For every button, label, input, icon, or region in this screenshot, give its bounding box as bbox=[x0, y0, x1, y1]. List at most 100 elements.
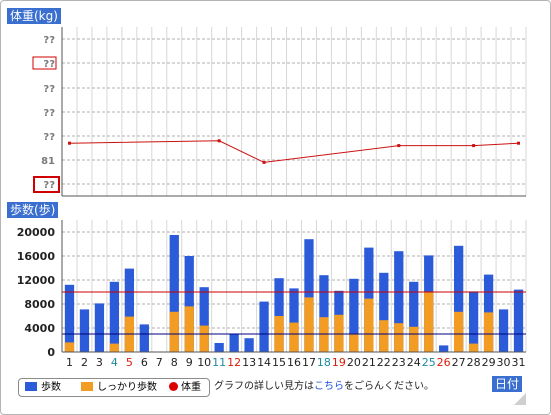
brisk-steps-bar bbox=[199, 325, 209, 352]
x-tick-label: 23 bbox=[392, 356, 406, 369]
steps-bar bbox=[349, 278, 359, 352]
steps-bar bbox=[79, 309, 90, 352]
x-tick-label: 25 bbox=[422, 356, 436, 369]
brisk-steps-bar bbox=[289, 322, 299, 352]
x-tick-label: 24 bbox=[407, 356, 421, 369]
x-tick-label: 27 bbox=[452, 356, 466, 369]
x-tick-label: 19 bbox=[332, 356, 346, 369]
steps-y-tick-label: 20000 bbox=[17, 226, 56, 239]
legend-item-weight: 体重 bbox=[169, 379, 201, 396]
brisk-steps-bar bbox=[319, 317, 329, 352]
steps-bar bbox=[513, 289, 524, 352]
steps-bar bbox=[304, 239, 314, 352]
page-curl-icon bbox=[514, 393, 526, 405]
steps-bar bbox=[139, 324, 149, 352]
x-tick-label: 28 bbox=[467, 356, 481, 369]
steps-y-tick-label: 4000 bbox=[24, 322, 55, 335]
weight-y-tick-label: ?? bbox=[43, 180, 55, 191]
help-link[interactable]: こちら bbox=[314, 381, 344, 392]
steps-bar bbox=[64, 284, 75, 352]
x-axis-title: 日付 bbox=[492, 376, 523, 392]
legend-label-steps: 歩数 bbox=[41, 382, 61, 393]
brisk-steps-bar bbox=[184, 306, 194, 352]
x-tick-label: 29 bbox=[482, 356, 496, 369]
weight-y-tick-label: 81 bbox=[41, 156, 55, 167]
weight-data-point bbox=[67, 141, 71, 145]
brisk-steps-bar bbox=[169, 311, 179, 352]
x-tick-label: 15 bbox=[272, 356, 286, 369]
x-tick-label: 14 bbox=[257, 356, 271, 369]
weight-data-point bbox=[217, 139, 221, 143]
x-tick-label: 13 bbox=[242, 356, 256, 369]
steps-bar bbox=[289, 288, 299, 352]
steps-bar bbox=[439, 345, 449, 352]
x-tick-label: 8 bbox=[171, 356, 178, 369]
weight-data-point bbox=[472, 144, 476, 148]
steps-bar bbox=[394, 251, 404, 352]
x-tick-label: 11 bbox=[212, 356, 226, 369]
brisk-steps-bar bbox=[349, 333, 359, 352]
weight-data-point bbox=[397, 144, 401, 148]
weight-y-tick-label: ?? bbox=[43, 84, 55, 95]
steps-bar bbox=[229, 334, 239, 352]
weight-data-point bbox=[517, 141, 521, 145]
steps-bar bbox=[409, 281, 419, 352]
x-tick-label: 6 bbox=[141, 356, 148, 369]
steps-y-tick-label: 0 bbox=[47, 346, 55, 359]
x-tick-label: 30 bbox=[497, 356, 511, 369]
x-tick-label: 22 bbox=[377, 356, 391, 369]
weight-y-tick-label: ?? bbox=[43, 132, 55, 143]
steps-bar bbox=[319, 275, 329, 352]
steps-bar bbox=[109, 281, 120, 352]
steps-bar bbox=[454, 245, 464, 352]
weight-y-tick-label: ?? bbox=[43, 59, 55, 70]
brisk-steps-bar bbox=[334, 314, 344, 352]
weight-y-tick-highlight bbox=[33, 176, 60, 193]
x-tick-label: 1 bbox=[66, 356, 73, 369]
legend: 歩数 しっかり歩数 体重 bbox=[18, 378, 210, 397]
x-tick-label: 10 bbox=[197, 356, 211, 369]
legend-swatch-steps bbox=[25, 382, 37, 391]
brisk-steps-bar bbox=[64, 342, 75, 352]
steps-y-tick-label: 8000 bbox=[24, 298, 55, 311]
x-tick-label: 12 bbox=[227, 356, 241, 369]
x-tick-label: 9 bbox=[186, 356, 193, 369]
brisk-steps-bar bbox=[109, 343, 120, 352]
weight-y-tick-label: ?? bbox=[43, 108, 55, 119]
x-tick-label: 2 bbox=[81, 356, 88, 369]
steps-bar bbox=[274, 278, 284, 352]
steps-y-tick-label: 16000 bbox=[17, 250, 56, 263]
x-tick-label: 4 bbox=[111, 356, 118, 369]
steps-bar bbox=[259, 301, 269, 352]
steps-bar bbox=[498, 309, 509, 352]
legend-label-weight: 体重 bbox=[181, 382, 201, 393]
x-tick-label: 21 bbox=[362, 356, 376, 369]
x-tick-label: 7 bbox=[156, 356, 163, 369]
weight-series-line bbox=[69, 140, 519, 163]
legend-item-brisk-steps: しっかり歩数 bbox=[81, 379, 157, 396]
steps-bar bbox=[244, 338, 254, 352]
steps-bar bbox=[184, 256, 194, 352]
steps-bar bbox=[169, 235, 179, 352]
brisk-steps-bar bbox=[364, 298, 374, 352]
legend-swatch-brisk-steps bbox=[81, 382, 93, 391]
x-tick-label: 5 bbox=[126, 356, 133, 369]
legend-dot-weight bbox=[169, 382, 178, 391]
steps-bar bbox=[379, 272, 389, 352]
brisk-steps-bar bbox=[454, 311, 464, 352]
brisk-steps-bar bbox=[424, 292, 434, 352]
brisk-steps-bar bbox=[304, 297, 314, 352]
steps-bar bbox=[124, 268, 134, 352]
brisk-steps-bar bbox=[468, 343, 479, 352]
x-tick-label: 18 bbox=[317, 356, 331, 369]
steps-y-tick-label: 12000 bbox=[17, 274, 56, 287]
steps-bar bbox=[199, 287, 209, 352]
legend-item-steps: 歩数 bbox=[25, 379, 61, 396]
steps-bar bbox=[468, 291, 479, 352]
weight-y-tick-highlight bbox=[32, 56, 57, 70]
x-tick-label: 16 bbox=[287, 356, 301, 369]
x-tick-label: 20 bbox=[347, 356, 361, 369]
x-tick-label: 17 bbox=[302, 356, 316, 369]
x-tick-label: 3 bbox=[96, 356, 103, 369]
